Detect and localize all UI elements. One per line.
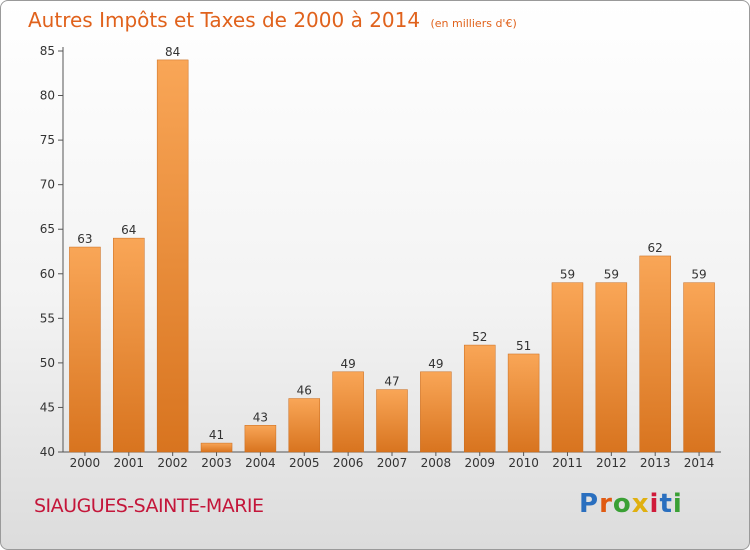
y-tick-label: 75 — [40, 133, 55, 147]
y-tick-label: 70 — [40, 178, 55, 192]
data-label: 59 — [560, 268, 575, 282]
chart-title-text: Autres Impôts et Taxes de 2000 à 2014 — [28, 8, 421, 32]
x-tick-label: 2008 — [421, 456, 452, 470]
y-tick-label: 50 — [40, 356, 55, 370]
logo-letter: o — [612, 489, 632, 519]
data-label: 46 — [297, 384, 312, 398]
logo-letter: P — [579, 489, 600, 519]
bar-2006 — [332, 371, 364, 453]
y-tick-label: 60 — [40, 267, 55, 281]
bar-2000 — [69, 246, 101, 453]
x-tick-label: 2006 — [333, 456, 364, 470]
data-label: 62 — [648, 241, 663, 255]
bar-2007 — [376, 389, 408, 453]
x-tick-label: 2014 — [684, 456, 715, 470]
bar-2008 — [420, 371, 452, 453]
bar-2014 — [683, 282, 715, 453]
data-label: 41 — [209, 428, 224, 442]
y-tick-label: 85 — [40, 44, 55, 58]
logo-letter: t — [659, 489, 673, 519]
logo-letter: r — [599, 489, 613, 519]
x-tick-label: 2012 — [596, 456, 627, 470]
bar-2002 — [156, 59, 189, 453]
x-tick-label: 2013 — [640, 456, 671, 470]
data-label: 64 — [121, 223, 136, 237]
data-label: 63 — [77, 232, 92, 246]
chart-unit: (en milliers d'€) — [430, 17, 517, 30]
x-tick-label: 2005 — [289, 456, 320, 470]
y-tick-label: 80 — [40, 89, 55, 103]
data-label: 49 — [340, 357, 355, 371]
data-label: 84 — [165, 45, 180, 59]
x-tick-label: 2009 — [464, 456, 495, 470]
bar-2001 — [113, 237, 145, 453]
y-tick-label: 65 — [40, 222, 55, 236]
logo-letter: i — [649, 489, 660, 519]
data-label: 52 — [472, 330, 487, 344]
chart-title: Autres Impôts et Taxes de 2000 à 2014 (e… — [28, 8, 517, 32]
proxiti-logo[interactable]: Proxiti — [579, 489, 683, 519]
x-tick-label: 2003 — [201, 456, 232, 470]
data-label: 43 — [253, 410, 268, 424]
x-tick-label: 2007 — [377, 456, 408, 470]
logo-letter: x — [631, 489, 650, 519]
x-tick-label: 2004 — [245, 456, 276, 470]
bar-2005 — [288, 398, 321, 453]
x-tick-label: 2002 — [157, 456, 188, 470]
x-tick-label: 2011 — [552, 456, 583, 470]
y-tick-label: 40 — [40, 445, 55, 459]
bar-2010 — [507, 353, 540, 453]
x-tick-label: 2001 — [114, 456, 145, 470]
bar-2011 — [551, 282, 584, 453]
y-tick-label: 45 — [40, 400, 55, 414]
x-tick-label: 2010 — [508, 456, 539, 470]
data-label: 59 — [691, 268, 706, 282]
data-label: 49 — [428, 357, 443, 371]
x-tick-label: 2000 — [70, 456, 101, 470]
bar-2009 — [463, 344, 496, 453]
bar-2013 — [639, 255, 671, 453]
data-label: 51 — [516, 339, 531, 353]
logo-letter: i — [672, 489, 683, 519]
y-tick-label: 55 — [40, 311, 55, 325]
data-label: 59 — [604, 268, 619, 282]
bar-2004 — [244, 425, 277, 453]
bar-2003 — [200, 442, 233, 453]
commune-name: SIAUGUES-SAINTE-MARIE — [34, 495, 264, 517]
data-label: 47 — [384, 375, 399, 389]
bar-2012 — [595, 282, 628, 453]
